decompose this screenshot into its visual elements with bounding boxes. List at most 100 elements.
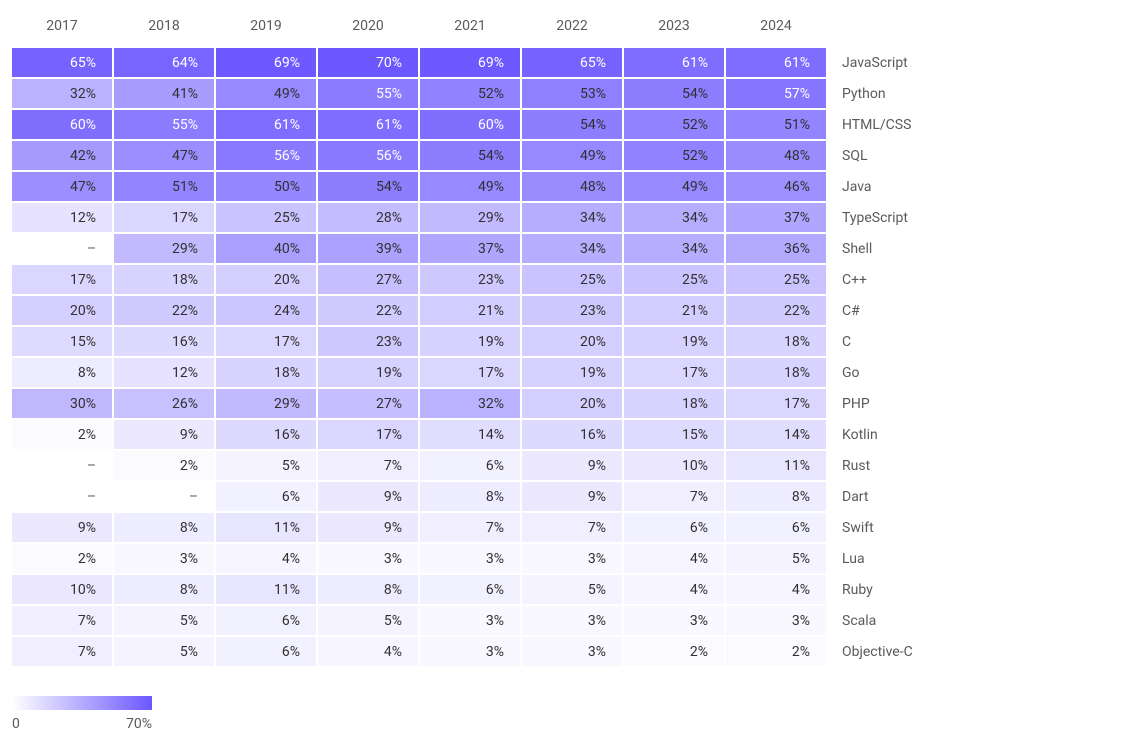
heatmap-cell: – [114,482,214,511]
heatmap-cell: 9% [318,482,418,511]
heatmap-cell: 22% [318,296,418,325]
heatmap-cell: 3% [522,637,622,666]
heatmap-cell: 2% [12,544,112,573]
language-label: Go [828,358,928,387]
heatmap-cell: 18% [726,358,826,387]
language-label: HTML/CSS [828,110,928,139]
heatmap-cell: 18% [726,327,826,356]
heatmap-row: 8%12%18%19%17%19%17%18%Go [12,358,928,387]
heatmap-cell: 49% [522,141,622,170]
heatmap-cell: 21% [624,296,724,325]
heatmap-cell: 64% [114,48,214,77]
heatmap-cell: 23% [522,296,622,325]
heatmap-cell: 5% [216,451,316,480]
heatmap-cell: 14% [420,420,520,449]
heatmap-cell: 11% [726,451,826,480]
heatmap-cell: 49% [420,172,520,201]
heatmap-cell: 24% [216,296,316,325]
heatmap-cell: 4% [726,575,826,604]
heatmap-cell: 3% [420,606,520,635]
heatmap-cell: 22% [114,296,214,325]
heatmap-cell: 21% [420,296,520,325]
heatmap-cell: 8% [420,482,520,511]
heatmap-cell: 36% [726,234,826,263]
heatmap-cell: 5% [522,575,622,604]
heatmap-cell: 54% [420,141,520,170]
language-label: PHP [828,389,928,418]
heatmap-cell: 2% [726,637,826,666]
heatmap-cell: 17% [216,327,316,356]
heatmap-cell: 48% [726,141,826,170]
heatmap-cell: 29% [114,234,214,263]
heatmap-row: 10%8%11%8%6%5%4%4%Ruby [12,575,928,604]
heatmap-cell: 39% [318,234,418,263]
heatmap-row: 30%26%29%27%32%20%18%17%PHP [12,389,928,418]
heatmap-cell: 47% [12,172,112,201]
heatmap-cell: 5% [318,606,418,635]
language-label: Lua [828,544,928,573]
heatmap-row: 32%41%49%55%52%53%54%57%Python [12,79,928,108]
heatmap-cell: 8% [12,358,112,387]
heatmap-cell: 6% [420,575,520,604]
heatmap-cell: 32% [12,79,112,108]
heatmap-cell: 18% [624,389,724,418]
language-label: SQL [828,141,928,170]
heatmap-cell: 6% [216,606,316,635]
year-header: 2024 [726,12,826,46]
heatmap-cell: 9% [318,513,418,542]
heatmap-cell: 61% [318,110,418,139]
heatmap-cell: 9% [522,482,622,511]
heatmap-row: –29%40%39%37%34%34%36%Shell [12,234,928,263]
heatmap-cell: 53% [522,79,622,108]
heatmap-cell: 26% [114,389,214,418]
heatmap-row: 15%16%17%23%19%20%19%18%C [12,327,928,356]
heatmap-cell: 19% [624,327,724,356]
heatmap-cell: 25% [726,265,826,294]
heatmap-cell: 54% [318,172,418,201]
heatmap-cell: 17% [420,358,520,387]
language-label: Python [828,79,928,108]
heatmap-row: 2%3%4%3%3%3%4%5%Lua [12,544,928,573]
year-header: 2023 [624,12,724,46]
heatmap-cell: 52% [624,141,724,170]
year-header: 2019 [216,12,316,46]
heatmap-cell: 27% [318,389,418,418]
heatmap-cell: 20% [216,265,316,294]
heatmap-cell: 61% [726,48,826,77]
heatmap-cell: 70% [318,48,418,77]
heatmap-cell: 7% [624,482,724,511]
heatmap-cell: 5% [114,637,214,666]
heatmap-row: ––6%9%8%9%7%8%Dart [12,482,928,511]
heatmap-cell: 18% [216,358,316,387]
heatmap-cell: 47% [114,141,214,170]
heatmap-cell: 14% [726,420,826,449]
heatmap-cell: 17% [624,358,724,387]
heatmap-cell: 9% [114,420,214,449]
heatmap-cell: 48% [522,172,622,201]
heatmap-cell: 56% [216,141,316,170]
heatmap-cell: 41% [114,79,214,108]
heatmap-cell: 32% [420,389,520,418]
heatmap-cell: 2% [624,637,724,666]
heatmap-cell: 2% [12,420,112,449]
heatmap-cell: 54% [522,110,622,139]
heatmap-cell: 50% [216,172,316,201]
language-label: TypeScript [828,203,928,232]
year-header: 2017 [12,12,112,46]
language-label: C [828,327,928,356]
heatmap-cell: 34% [624,234,724,263]
heatmap-cell: 28% [318,203,418,232]
heatmap-cell: 27% [318,265,418,294]
heatmap-cell: 69% [216,48,316,77]
heatmap-cell: 5% [114,606,214,635]
heatmap-cell: 29% [420,203,520,232]
year-header: 2020 [318,12,418,46]
language-label: Swift [828,513,928,542]
heatmap-cell: 17% [726,389,826,418]
heatmap-cell: 7% [522,513,622,542]
heatmap-cell: – [12,451,112,480]
heatmap-cell: 3% [522,544,622,573]
heatmap-cell: 11% [216,513,316,542]
heatmap-cell: 65% [522,48,622,77]
heatmap-cell: 37% [420,234,520,263]
